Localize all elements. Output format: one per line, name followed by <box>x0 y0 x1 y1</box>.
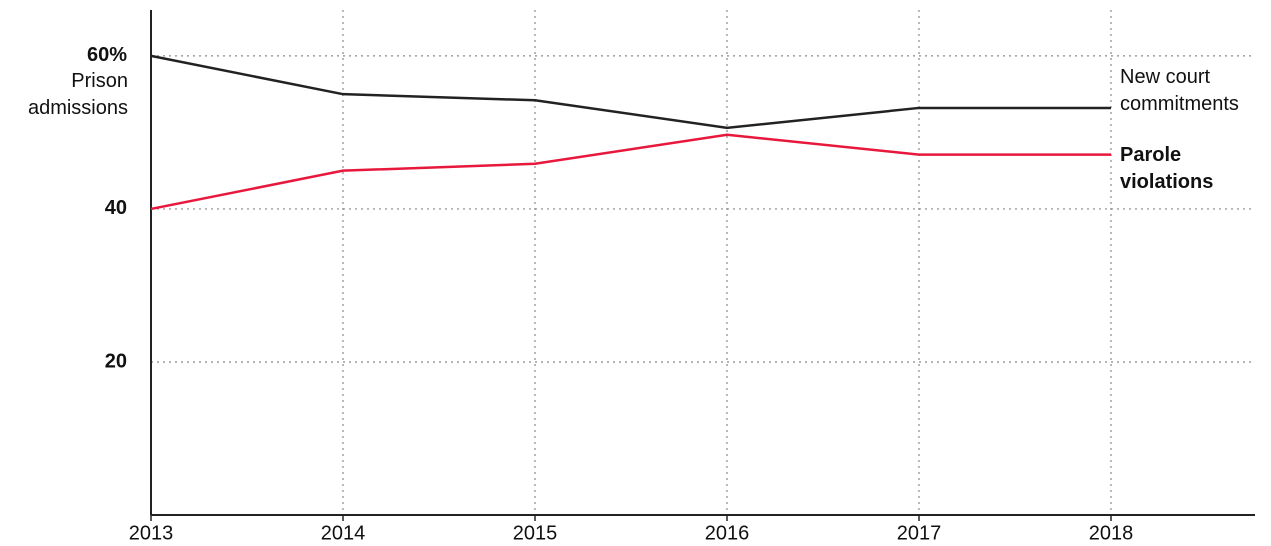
y-tick-label: 40 <box>105 197 127 219</box>
x-tick-label: 2018 <box>1089 522 1134 544</box>
series-line <box>150 133 1111 211</box>
series-label: New court commitments <box>1120 66 1239 115</box>
series-line <box>150 54 1111 130</box>
y-tick-label: 60% <box>87 44 127 66</box>
x-tick-label: 2014 <box>321 522 366 544</box>
y-axis-label: Prison admissions <box>27 70 128 119</box>
series-label: Parole violations <box>1120 144 1214 193</box>
y-tick-label: 20 <box>105 350 127 372</box>
x-tick-label: 2015 <box>513 522 558 544</box>
x-tick-label: 2016 <box>705 522 750 544</box>
x-tick-label: 2017 <box>897 522 942 544</box>
x-tick-label: 2013 <box>129 522 174 544</box>
